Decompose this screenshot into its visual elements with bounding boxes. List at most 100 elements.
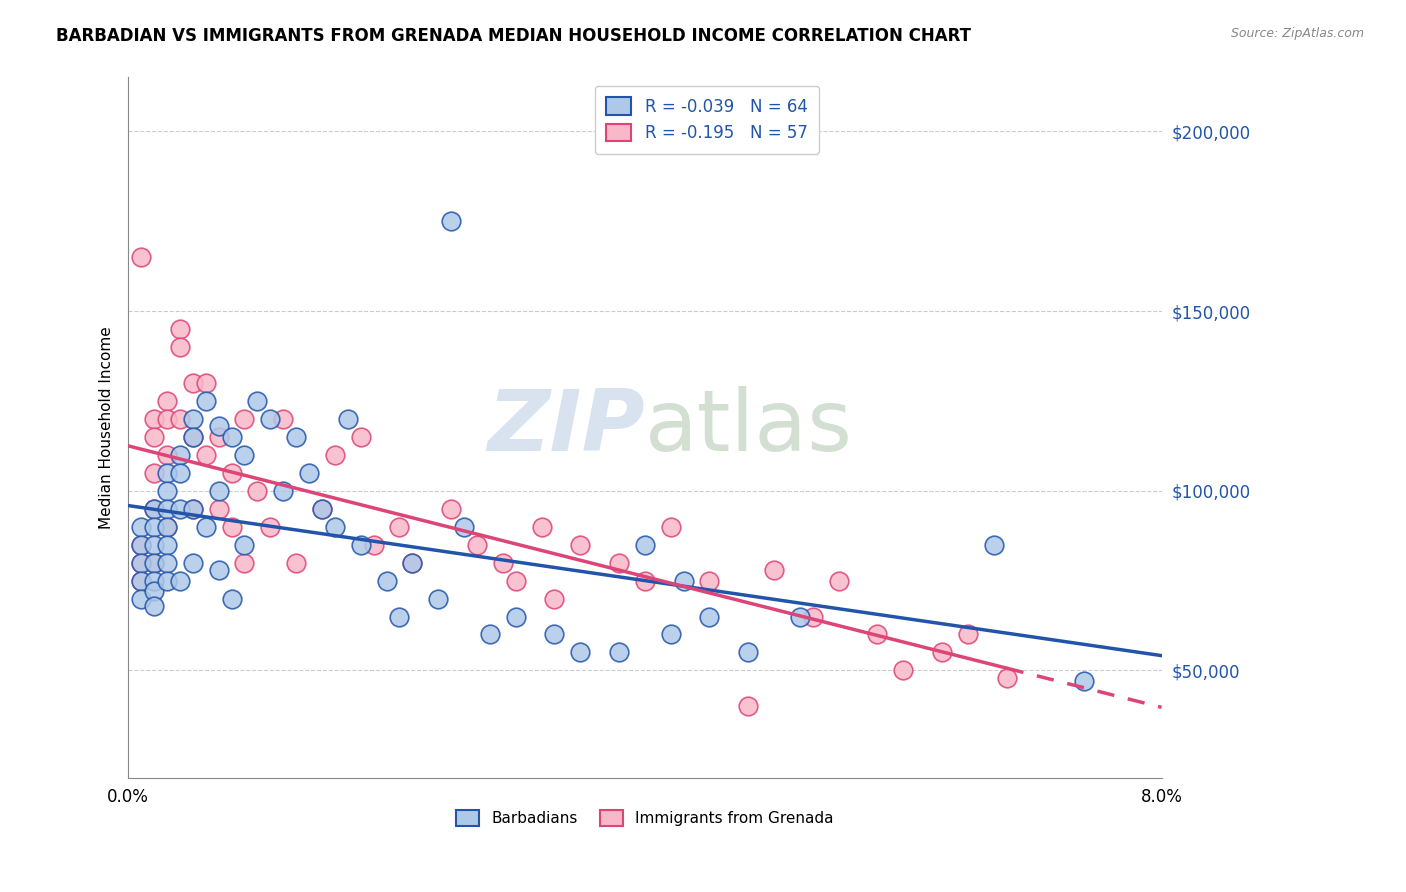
Text: ZIP: ZIP bbox=[488, 386, 645, 469]
Point bbox=[194, 376, 217, 390]
Point bbox=[699, 574, 721, 588]
Point bbox=[221, 466, 243, 480]
Point bbox=[129, 556, 152, 570]
Point bbox=[129, 574, 152, 588]
Point bbox=[737, 699, 759, 714]
Point bbox=[194, 393, 217, 408]
Point bbox=[169, 340, 191, 354]
Point bbox=[607, 645, 630, 659]
Point bbox=[156, 466, 179, 480]
Point bbox=[181, 430, 204, 444]
Point bbox=[259, 519, 281, 533]
Point bbox=[156, 412, 179, 426]
Point bbox=[156, 556, 179, 570]
Point bbox=[453, 519, 475, 533]
Point bbox=[801, 609, 824, 624]
Point bbox=[143, 574, 166, 588]
Point bbox=[221, 430, 243, 444]
Point bbox=[543, 627, 565, 641]
Point bbox=[323, 448, 346, 462]
Point bbox=[271, 412, 294, 426]
Point bbox=[634, 538, 657, 552]
Point bbox=[350, 538, 373, 552]
Point bbox=[143, 599, 166, 613]
Point bbox=[634, 574, 657, 588]
Point bbox=[221, 519, 243, 533]
Point bbox=[763, 563, 786, 577]
Point bbox=[169, 322, 191, 336]
Point bbox=[672, 574, 695, 588]
Point bbox=[143, 466, 166, 480]
Point bbox=[323, 519, 346, 533]
Point bbox=[181, 501, 204, 516]
Point bbox=[699, 609, 721, 624]
Point bbox=[271, 483, 294, 498]
Point bbox=[827, 574, 849, 588]
Point bbox=[285, 430, 308, 444]
Point bbox=[129, 250, 152, 264]
Point bbox=[181, 376, 204, 390]
Point bbox=[478, 627, 501, 641]
Point bbox=[156, 519, 179, 533]
Point bbox=[530, 519, 553, 533]
Point bbox=[129, 591, 152, 606]
Point bbox=[233, 448, 256, 462]
Y-axis label: Median Household Income: Median Household Income bbox=[100, 326, 114, 529]
Point bbox=[181, 501, 204, 516]
Point bbox=[129, 556, 152, 570]
Point bbox=[543, 591, 565, 606]
Point bbox=[388, 609, 411, 624]
Point bbox=[156, 393, 179, 408]
Point bbox=[891, 664, 914, 678]
Point bbox=[156, 448, 179, 462]
Point bbox=[427, 591, 450, 606]
Point bbox=[388, 519, 411, 533]
Point bbox=[169, 466, 191, 480]
Point bbox=[246, 393, 269, 408]
Point bbox=[143, 501, 166, 516]
Point bbox=[129, 538, 152, 552]
Point bbox=[129, 574, 152, 588]
Point bbox=[208, 563, 231, 577]
Point bbox=[866, 627, 889, 641]
Point bbox=[492, 556, 515, 570]
Point bbox=[401, 556, 423, 570]
Point bbox=[143, 412, 166, 426]
Point bbox=[311, 501, 333, 516]
Text: Source: ZipAtlas.com: Source: ZipAtlas.com bbox=[1230, 27, 1364, 40]
Point bbox=[298, 466, 321, 480]
Point bbox=[169, 501, 191, 516]
Point bbox=[607, 556, 630, 570]
Point bbox=[181, 556, 204, 570]
Point bbox=[659, 519, 682, 533]
Point bbox=[569, 645, 592, 659]
Point bbox=[440, 214, 463, 228]
Point bbox=[143, 584, 166, 599]
Point bbox=[208, 501, 231, 516]
Point bbox=[983, 538, 1005, 552]
Point bbox=[285, 556, 308, 570]
Point bbox=[246, 483, 269, 498]
Point bbox=[143, 501, 166, 516]
Legend: Barbadians, Immigrants from Grenada: Barbadians, Immigrants from Grenada bbox=[449, 803, 842, 834]
Point bbox=[194, 519, 217, 533]
Point bbox=[1073, 674, 1095, 689]
Point bbox=[221, 591, 243, 606]
Point bbox=[233, 412, 256, 426]
Point bbox=[156, 501, 179, 516]
Point bbox=[956, 627, 979, 641]
Point bbox=[208, 483, 231, 498]
Point bbox=[143, 430, 166, 444]
Point bbox=[311, 501, 333, 516]
Point bbox=[156, 538, 179, 552]
Point bbox=[569, 538, 592, 552]
Point bbox=[350, 430, 373, 444]
Point bbox=[143, 556, 166, 570]
Point bbox=[156, 519, 179, 533]
Point bbox=[129, 538, 152, 552]
Point bbox=[465, 538, 488, 552]
Point bbox=[233, 538, 256, 552]
Point bbox=[156, 483, 179, 498]
Point bbox=[995, 671, 1018, 685]
Point bbox=[440, 501, 463, 516]
